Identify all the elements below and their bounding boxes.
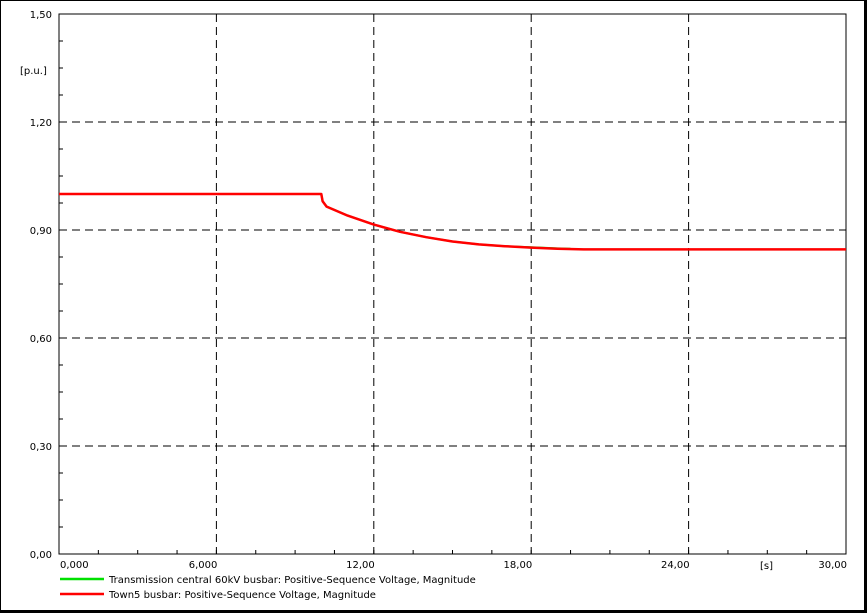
legend: Transmission central 60kV busbar: Positi… xyxy=(60,575,476,601)
x-tick-label: 12,00 xyxy=(346,560,375,571)
x-tick-label: 0,000 xyxy=(60,560,89,571)
x-tick-label: 18,00 xyxy=(504,560,533,571)
plot-frame xyxy=(58,13,847,555)
grid xyxy=(59,14,846,554)
series-line-town5 xyxy=(59,192,846,251)
y-tick-label: 0,00 xyxy=(30,550,52,561)
y-tick-label: 0,30 xyxy=(30,442,52,453)
x-tick-label: 24,00 xyxy=(661,560,690,571)
legend-label: Transmission central 60kV busbar: Positi… xyxy=(108,575,476,586)
series-group xyxy=(59,192,846,251)
y-tick-label: 0,60 xyxy=(30,334,52,345)
x-tick-labels: 0,000 6,000 12,00 18,00 24,00 30,00 xyxy=(60,560,847,571)
x-tick-label: 30,00 xyxy=(818,560,847,571)
x-tick-label: 6,000 xyxy=(189,560,218,571)
legend-label: Town5 busbar: Positive-Sequence Voltage,… xyxy=(108,590,376,601)
y-tick-label: 0,90 xyxy=(30,226,52,237)
y-axis-label: [p.u.] xyxy=(20,66,47,77)
y-tick-label: 1,20 xyxy=(30,118,52,129)
y-tick-labels: 0,00 0,30 0,60 0,90 1,20 1,50 xyxy=(30,10,52,561)
y-tick-label: 1,50 xyxy=(30,10,52,21)
x-axis-label: [s] xyxy=(760,561,773,572)
